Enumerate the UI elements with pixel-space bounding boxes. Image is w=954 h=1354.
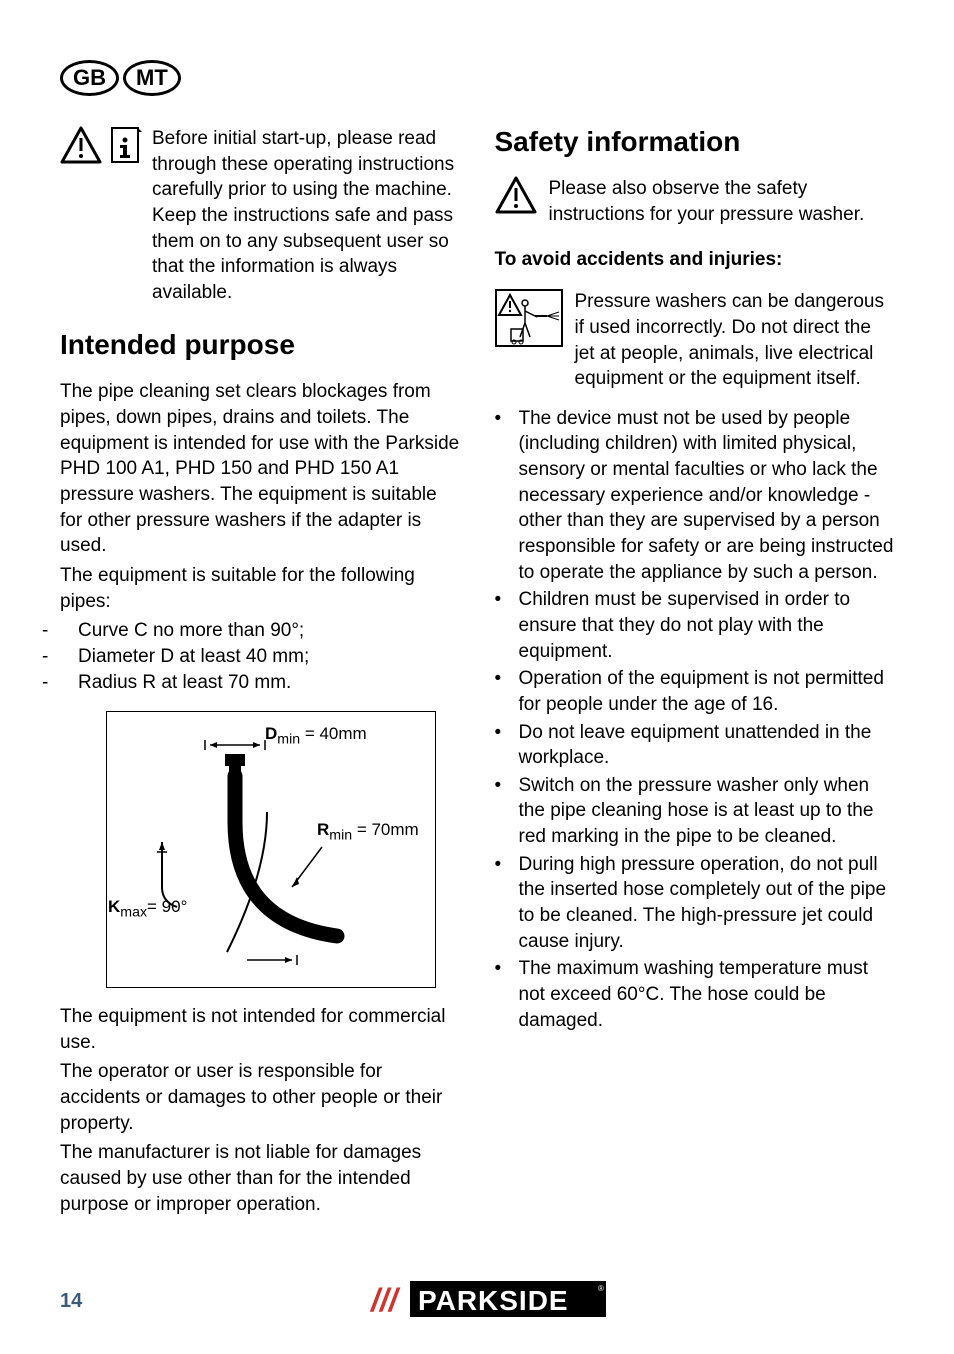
page-footer: 14 /// PARKSIDE ® — [60, 1279, 894, 1324]
svg-text:®: ® — [598, 1284, 604, 1293]
brand-logo: /// PARKSIDE ® — [368, 1279, 608, 1324]
list-item: The maximum washing temperature must not… — [495, 956, 895, 1033]
right-column: Safety information Please also observe t… — [495, 126, 895, 1221]
diagram-label: K — [108, 897, 120, 916]
diagram-label: D — [265, 724, 277, 743]
safety-bullets: The device must not be used by people (i… — [495, 406, 895, 1033]
left-column: Before initial start-up, please read thr… — [60, 126, 460, 1221]
spec-list: Curve C no more than 90°; Diameter D at … — [60, 618, 460, 695]
list-item: Operation of the equipment is not permit… — [495, 666, 895, 717]
list-item: Do not leave equipment unattended in the… — [495, 720, 895, 771]
pipe-diagram: Dmin = 40mm Rmin = 70mm Kmax= 90° — [106, 711, 436, 988]
svg-text:///: /// — [369, 1282, 401, 1318]
info-icon — [110, 126, 144, 169]
diagram-label: R — [317, 820, 329, 839]
country-badges: GB MT — [60, 60, 894, 96]
heading-safety: Safety information — [495, 126, 895, 158]
list-item: Curve C no more than 90°; — [78, 618, 460, 644]
paragraph: The equipment is not intended for commer… — [60, 1004, 460, 1055]
warning-icon — [60, 126, 102, 169]
svg-text:PARKSIDE: PARKSIDE — [418, 1285, 569, 1316]
washer-warning-text: Pressure washers can be dangerous if use… — [575, 289, 895, 392]
warning-icon — [495, 176, 537, 219]
list-item: Radius R at least 70 mm. — [78, 670, 460, 696]
observe-text: Please also observe the safety instructi… — [549, 176, 895, 227]
pressure-washer-warning-icon — [495, 289, 563, 352]
paragraph: The manufacturer is not liable for damag… — [60, 1140, 460, 1217]
list-item: Children must be supervised in order to … — [495, 587, 895, 664]
paragraph: The operator or user is responsible for … — [60, 1059, 460, 1136]
list-item: The device must not be used by people (i… — [495, 406, 895, 585]
badge-mt: MT — [123, 60, 181, 96]
list-item: Diameter D at least 40 mm; — [78, 644, 460, 670]
paragraph: The pipe cleaning set clears blockages f… — [60, 379, 460, 558]
badge-gb: GB — [60, 60, 119, 96]
heading-intended-purpose: Intended purpose — [60, 329, 460, 361]
page-number: 14 — [60, 1290, 82, 1313]
list-item: During high pressure operation, do not p… — [495, 852, 895, 955]
paragraph: The equipment is suitable for the follow… — [60, 563, 460, 614]
avoid-heading: To avoid accidents and injuries: — [495, 249, 895, 271]
intro-text: Before initial start-up, please read thr… — [152, 126, 460, 305]
list-item: Switch on the pressure washer only when … — [495, 773, 895, 850]
